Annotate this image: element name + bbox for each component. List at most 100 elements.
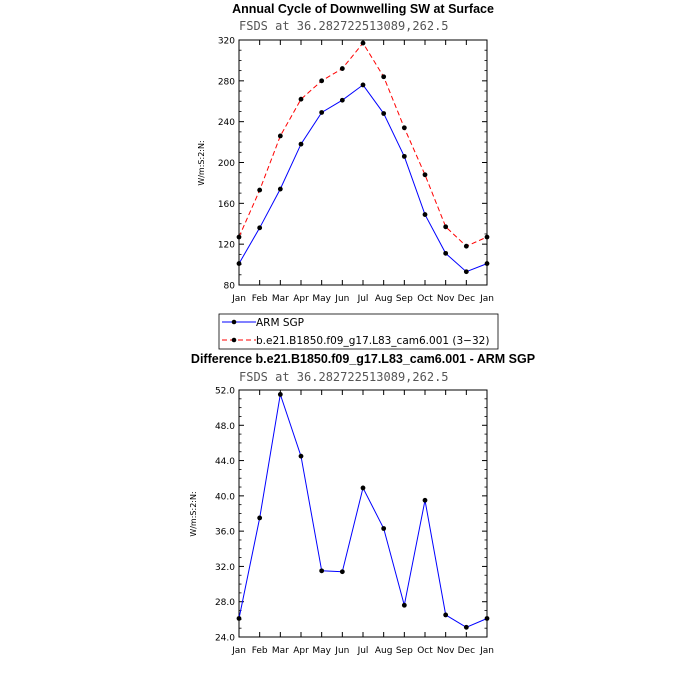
plot-area: 80 120 160 200 240 280 320 Jan Feb Mar Apr May Jun Ju…	[218, 37, 494, 305]
data-point	[484, 616, 490, 621]
y-tick-label: 320	[218, 37, 235, 47]
y-tick-label: 200	[218, 159, 235, 169]
data-point	[360, 40, 366, 46]
x-tick-label: May	[312, 646, 331, 656]
y-tick-label: 40.0	[215, 492, 235, 502]
chart-title: Difference b.e21.B1850.f09_g17.L83_cam6.…	[191, 352, 535, 366]
x-tick-label: Jul	[357, 294, 369, 304]
legend-label-model: b.e21.B1850.f09_g17.L83_cam6.001 (3−32)	[256, 335, 489, 347]
data-point	[277, 392, 283, 397]
x-tick-label: Apr	[293, 646, 309, 656]
data-point	[463, 269, 469, 275]
data-point	[381, 74, 387, 80]
y-tick-label: 24.0	[215, 634, 235, 644]
data-point	[339, 97, 345, 103]
x-tick-label: Nov	[437, 294, 455, 304]
data-point	[401, 153, 407, 159]
x-tick-label: Jan	[479, 294, 494, 304]
data-point	[360, 82, 366, 88]
legend-box	[218, 313, 499, 350]
y-tick-label: 80	[224, 282, 236, 292]
x-tick-label: Aug	[375, 646, 393, 656]
plot-frame	[238, 39, 488, 286]
y-tick-label: 160	[218, 200, 235, 210]
x-tick-label: Jan	[231, 294, 246, 304]
data-point	[277, 133, 283, 139]
legend: ARM SGP b.e21.B1850.f09_g17.L83_cam6.001…	[218, 313, 499, 350]
y-tick-label: 120	[218, 241, 235, 251]
series-line	[238, 42, 488, 247]
data-point	[360, 485, 366, 491]
data-point	[277, 186, 283, 192]
data-point	[236, 234, 242, 240]
y-tick-label: 36.0	[215, 528, 235, 538]
data-point	[298, 96, 304, 102]
difference-panel: Difference b.e21.B1850.f09_g17.L83_cam6.…	[189, 352, 535, 656]
data-point	[257, 187, 263, 193]
x-tick-label: Jun	[334, 646, 349, 656]
x-tick-label: Dec	[458, 646, 475, 656]
data-point	[443, 612, 449, 618]
data-point	[298, 141, 304, 147]
plot-area: 24.0 28.0 32.0 36.0 40.0 44.0 48.0 52.0 Jan Feb Ma…	[215, 387, 494, 657]
data-point	[422, 212, 428, 217]
data-point	[401, 125, 407, 131]
x-tick-label: Jul	[357, 646, 369, 656]
data-point	[257, 515, 263, 521]
x-tick-label: Oct	[417, 646, 433, 656]
x-tick-label: Mar	[272, 294, 289, 304]
legend-marker-arm-sgp	[231, 319, 237, 325]
x-tick-label: Mar	[272, 646, 289, 656]
plot-frame	[238, 389, 488, 638]
data-point	[236, 261, 242, 266]
data-point	[484, 261, 490, 266]
data-point	[339, 66, 345, 71]
data-point	[257, 225, 263, 231]
series-line	[238, 394, 488, 628]
data-point	[381, 526, 387, 531]
y-tick-label: 240	[218, 118, 235, 128]
data-point	[463, 624, 469, 630]
x-tick-label: Oct	[417, 294, 433, 304]
data-point	[298, 453, 304, 459]
legend-marker-model	[231, 337, 237, 343]
data-point	[443, 224, 449, 230]
x-tick-label: Feb	[252, 294, 268, 304]
data-point	[319, 568, 325, 574]
y-tick-label: 32.0	[215, 563, 235, 573]
data-point	[319, 78, 325, 84]
y-tick-label: 44.0	[215, 457, 235, 467]
y-tick-label: 48.0	[215, 422, 235, 432]
data-point	[463, 243, 469, 249]
data-point	[484, 234, 490, 240]
data-point	[236, 616, 242, 621]
x-tick-label: Sep	[396, 294, 413, 304]
y-tick-label: 28.0	[215, 598, 235, 608]
x-tick-label: Dec	[458, 294, 475, 304]
data-point	[401, 602, 407, 608]
y-tick-label: 52.0	[215, 387, 235, 397]
data-point	[381, 111, 387, 116]
y-axis-label: W/m:S:2:N:	[189, 491, 198, 536]
x-tick-label: Jun	[334, 294, 349, 304]
chart-subtitle: FSDS at 36.282722513089,262.5	[239, 19, 449, 33]
y-tick-label: 280	[218, 77, 235, 87]
y-axis-label: W/m:S:2:N:	[197, 140, 206, 185]
x-tick-label: Nov	[437, 646, 455, 656]
data-point	[339, 569, 345, 575]
x-tick-label: Jan	[231, 646, 246, 656]
series-line	[238, 84, 488, 273]
x-tick-label: Apr	[293, 294, 309, 304]
data-point	[319, 110, 325, 115]
x-tick-label: Sep	[396, 646, 413, 656]
x-tick-label: Feb	[252, 646, 268, 656]
chart-subtitle: FSDS at 36.282722513089,262.5	[239, 370, 449, 384]
chart-title: Annual Cycle of Downwelling SW at Surfac…	[232, 2, 494, 16]
x-tick-label: Jan	[479, 646, 494, 656]
data-point	[422, 497, 428, 503]
data-point	[422, 172, 428, 178]
x-tick-label: Aug	[375, 294, 393, 304]
legend-label-arm-sgp: ARM SGP	[256, 317, 304, 329]
data-point	[443, 250, 449, 256]
